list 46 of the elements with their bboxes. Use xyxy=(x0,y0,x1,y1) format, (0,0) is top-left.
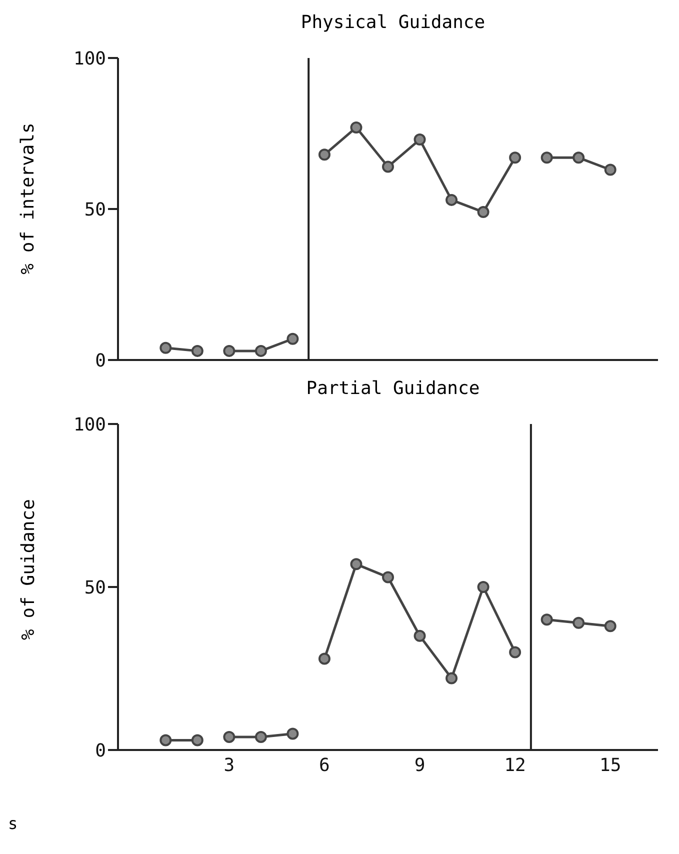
point xyxy=(509,646,522,658)
point xyxy=(477,206,490,218)
point xyxy=(414,630,426,642)
point xyxy=(191,344,204,357)
chart-title: Partial Guidance xyxy=(305,378,481,401)
point xyxy=(254,344,267,357)
point xyxy=(540,614,553,626)
point xyxy=(382,160,394,173)
point xyxy=(350,121,362,134)
point xyxy=(160,342,172,354)
x-tick-label: 6 xyxy=(319,754,330,776)
point xyxy=(509,152,522,164)
y-axis-title: % of Guidance xyxy=(18,498,39,640)
point xyxy=(446,672,458,684)
y-tick-label: 50 xyxy=(84,199,106,220)
point xyxy=(477,581,490,593)
point xyxy=(223,344,236,357)
chart-title: Physical Guidance xyxy=(300,12,486,35)
point xyxy=(382,571,394,584)
point xyxy=(318,148,330,161)
point xyxy=(318,652,330,665)
point xyxy=(604,164,616,176)
y-tick-label: 0 xyxy=(95,350,106,372)
point xyxy=(191,734,204,746)
y-tick-label: 50 xyxy=(84,577,106,598)
point xyxy=(446,194,458,206)
point xyxy=(223,730,236,743)
x-tick-label: 9 xyxy=(414,754,426,776)
y-tick-label: 100 xyxy=(73,48,106,70)
y-tick-label: 0 xyxy=(95,740,106,762)
y-axis-title: % of intervals xyxy=(18,122,38,274)
point xyxy=(572,616,585,629)
point xyxy=(604,620,616,632)
point xyxy=(540,152,553,164)
point xyxy=(160,734,172,746)
x-tick-label: 12 xyxy=(504,754,526,776)
x-tick-label: 3 xyxy=(224,754,235,776)
point xyxy=(254,730,267,743)
point xyxy=(286,728,299,740)
point xyxy=(286,332,299,345)
y-tick-label: 100 xyxy=(73,414,106,436)
text: s xyxy=(8,814,19,833)
point xyxy=(414,134,426,146)
point xyxy=(350,558,362,570)
point xyxy=(572,152,585,164)
x-tick-label: 15 xyxy=(600,754,622,776)
